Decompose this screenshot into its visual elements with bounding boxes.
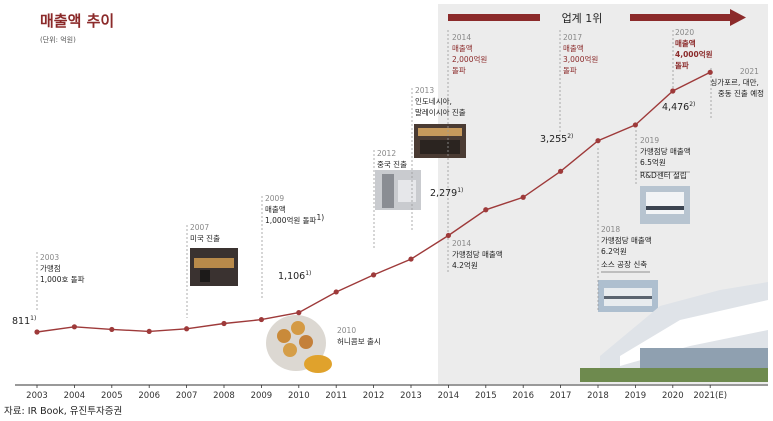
photo-indonesia-store [414,124,466,158]
value-label-2017: 3,2552) [540,133,573,145]
photo-headquarters [580,282,768,382]
data-point-2004 [71,324,77,330]
annotation-2007: 2007 미국 진출 [190,215,220,243]
x-tick-label-2015: 2015 [475,391,497,401]
x-tick-label-2009: 2009 [251,391,273,401]
data-point-2003 [34,329,40,335]
x-tick-label-2016: 2016 [512,391,534,401]
industry-leader-banner: 업계 1위 [448,9,746,26]
x-tick-label-2013: 2013 [400,391,422,401]
annotation-2010: 2010 허니콤보 출시 [337,318,381,346]
banner-label: 업계 1위 [562,12,603,25]
annotation-2014-store: 2014 가맹점당 매출액 4.2억원 [452,231,508,270]
annotation-2018: 2018 가맹점당 매출액 6.2억원 소스 공장 신축 [601,217,657,269]
x-tick-label-2014: 2014 [438,391,460,401]
data-point-2009 [258,316,264,323]
data-point-2014 [445,232,451,239]
x-tick-label-2017: 2017 [550,391,572,401]
chart-title: 매출액 추이 [40,12,114,30]
x-tick-label-2007: 2007 [176,391,198,401]
data-point-2007 [184,326,190,332]
x-tick-label-2018: 2018 [587,391,609,401]
data-point-2012 [371,272,377,278]
source-note: 자료: IR Book, 유진투자증권 [4,405,122,417]
data-point-2013 [408,256,414,262]
x-tick-label-2021(E): 2021(E) [693,391,727,401]
data-point-2005 [109,326,115,333]
banner-arrowhead-icon [730,9,746,26]
value-label-2010: 1,1061) [278,270,311,282]
data-point-2020 [670,88,676,94]
value-label-2014: 2,2791) [430,187,463,199]
annotation-2017: 2017 매출액 3,000억원 돌파 [563,25,603,75]
photo-china-store [375,170,421,210]
x-tick-label-2012: 2012 [363,391,385,401]
annotation-2013: 2013 인도네시아, 말레이시아 진출 [415,78,466,117]
x-axis-ticks: 2003 2004 2005 2006 2007 2008 2009 2010 2011 2012… [26,385,727,401]
photo-sauce-factory [598,280,658,312]
annotation-2021: 2021 싱가포르, 대만, 중동 진출 예정 [710,59,764,98]
data-point-2011 [333,289,339,295]
photo-us-store [190,248,238,286]
banner-bar-right [630,14,730,21]
banner-bar-left [448,14,540,21]
annotation-2020: 2020 매출액 4,000억원 돌파 [675,20,718,70]
annotation-2019: 2019 가맹점당 매출액 6.5억원 R&D센터 설립 [640,128,696,180]
data-point-2016 [520,194,526,200]
value-label-2003: 8111) [12,315,36,327]
annotation-2012: 2012 중국 진출 [377,141,407,169]
x-tick-label-2004: 2004 [64,391,86,401]
guide-lines [36,30,712,318]
x-tick-label-2019: 2019 [625,391,647,401]
x-tick-label-2008: 2008 [213,391,235,401]
data-point-2021(E) [707,69,713,75]
x-tick-label-2020: 2020 [662,391,684,401]
data-point-2010 [296,310,302,316]
x-tick-label-2006: 2006 [138,391,160,401]
x-tick-label-2010: 2010 [288,391,310,401]
photo-honey-combo [266,315,332,373]
annotation-2014-sales: 2014 매출액 2,000억원 돌파 [452,25,492,75]
x-tick-label-2003: 2003 [26,391,48,401]
photo-rnd-center [640,186,690,224]
unit-label: (단위: 억원) [40,35,76,44]
plot-area [34,69,713,335]
data-point-2019 [632,122,639,128]
value-label-2020: 4,4762) [662,101,695,113]
data-point-2006 [146,328,152,335]
x-tick-label-2011: 2011 [325,391,347,401]
data-point-2018 [595,138,601,144]
annotation-2003: 2003 가맹점 1,000호 돌파 [40,245,85,284]
data-point-2017 [558,168,564,174]
data-point-2015 [483,207,489,213]
x-tick-label-2005: 2005 [101,391,123,401]
data-point-2008 [221,320,227,327]
annotation-2009: 2009 매출액 1,000억원 돌파1) [265,186,324,225]
